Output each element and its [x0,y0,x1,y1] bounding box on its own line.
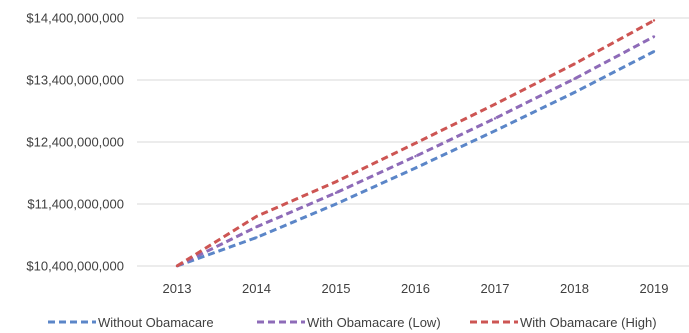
data-point [414,142,417,145]
data-point [652,19,656,22]
data-point [573,91,576,94]
data-point [175,264,179,268]
legend-label: With Obamacare (High) [520,315,657,330]
series-line-2 [176,35,655,268]
data-point [414,155,417,158]
legend: Without Obamacare With Obamacare (Low) Wit… [48,315,657,330]
x-tick-label: 2014 [242,281,271,296]
y-tick-label: $10,400,000,000 [26,259,124,274]
gridlines [137,17,689,267]
y-tick-label: $14,400,000,000 [26,11,124,26]
data-point [255,225,258,229]
data-point [573,77,576,80]
data-point [493,129,497,133]
x-tick-label: 2018 [560,281,589,296]
y-axis-tick-labels: $10,400,000,000 $11,400,000,000 $12,400,00… [26,11,124,274]
x-tick-label: 2013 [163,281,192,296]
data-point [573,62,576,66]
data-point [334,202,338,206]
legend-label: Without Obamacare [98,315,214,330]
data-point [652,50,656,53]
series-line-1 [176,50,655,268]
data-point [255,236,258,239]
x-axis-tick-labels: 2013 2014 2015 2016 2017 2018 2019 [163,281,669,296]
y-tick-label: $13,400,000,000 [26,73,124,88]
y-tick-label: $12,400,000,000 [26,135,124,150]
x-tick-label: 2019 [640,281,669,296]
data-point [652,35,656,38]
y-tick-label: $11,400,000,000 [27,197,124,212]
x-tick-label: 2015 [322,281,351,296]
data-point [493,102,497,106]
x-tick-label: 2016 [401,281,430,296]
series-lines [175,19,656,268]
data-point [255,215,258,218]
data-point [414,166,417,170]
data-point [334,180,338,183]
legend-label: With Obamacare (Low) [307,315,441,330]
data-point [493,117,497,120]
data-point [334,191,338,195]
x-tick-label: 2017 [481,281,510,296]
